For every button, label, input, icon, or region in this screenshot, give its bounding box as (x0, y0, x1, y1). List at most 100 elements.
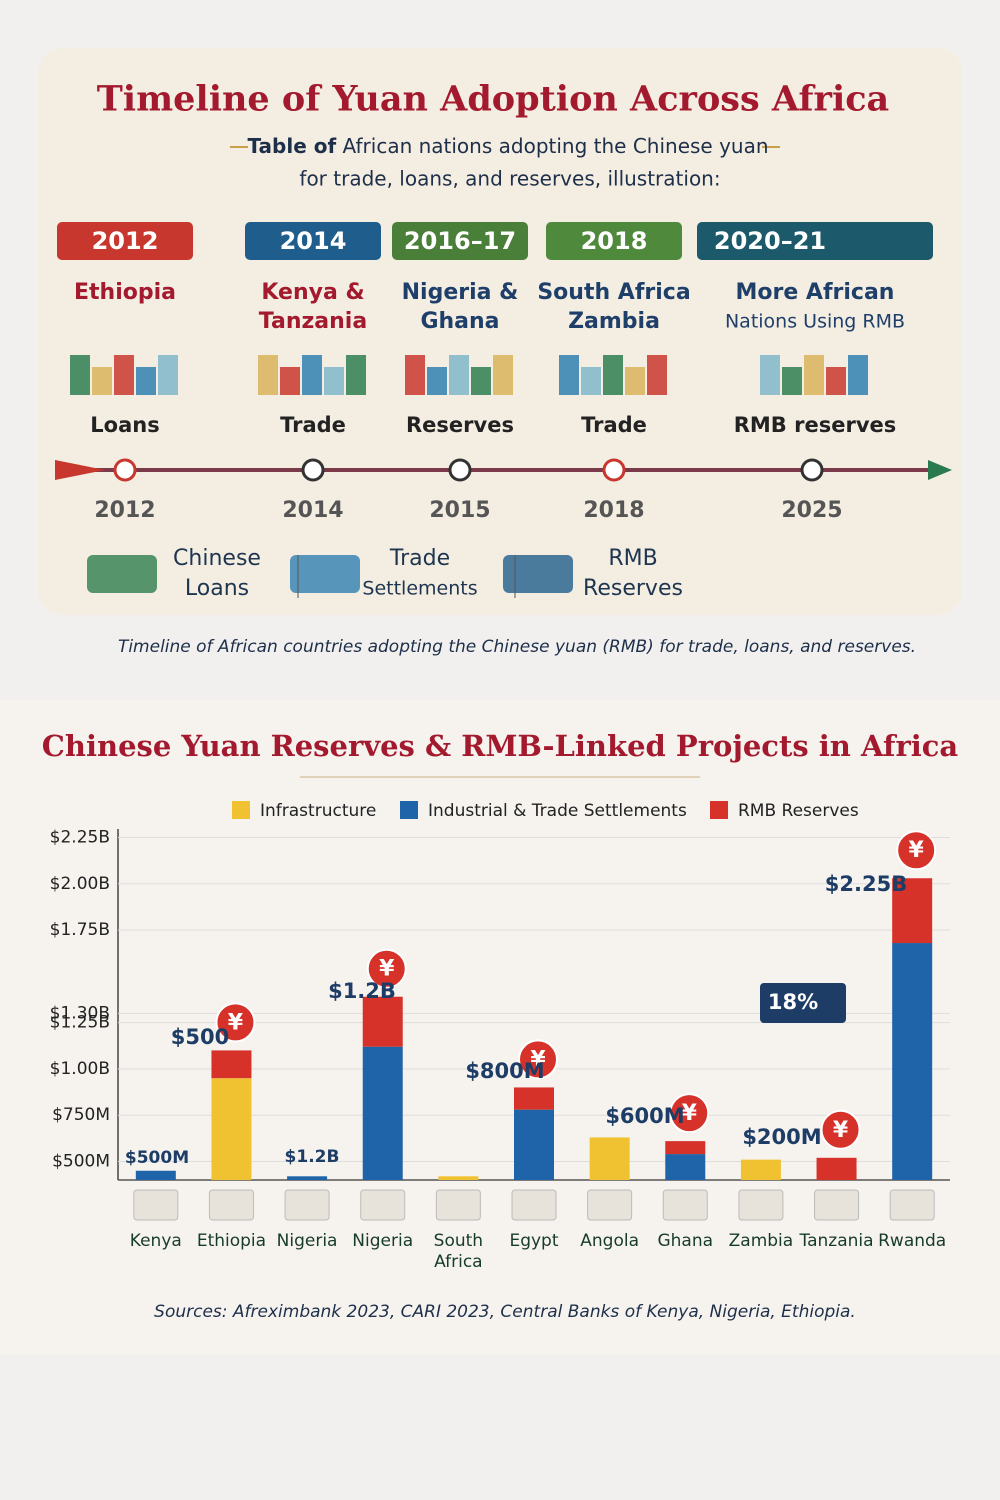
yuan-badge (820, 1109, 861, 1150)
icon-block (405, 355, 425, 395)
flag (511, 1189, 557, 1221)
category-label: Egypt (509, 1231, 559, 1251)
flag (889, 1189, 935, 1221)
period: 2014 (280, 227, 347, 255)
icon-block (70, 355, 90, 395)
yuan-badge (669, 1093, 710, 1134)
legend-text: Chinese (173, 546, 261, 571)
legend-label: RMB Reserves (738, 801, 859, 821)
annotation: $200M (742, 1125, 821, 1149)
y-tick-label: $2.25B (50, 828, 110, 848)
country: Ghana (420, 309, 499, 334)
period-badge (392, 222, 528, 260)
legend-text: Loans (185, 576, 249, 601)
use: RMB reserves (734, 413, 897, 437)
axis-arrow (928, 460, 952, 480)
bar-segment (211, 1078, 252, 1180)
category-label: Kenya (129, 1231, 182, 1251)
category-label: Angola (580, 1231, 639, 1251)
legend-text: Trade (389, 546, 450, 571)
period-badge (245, 222, 381, 260)
legend-label: Infrastructure (260, 801, 376, 821)
yuan-badge (896, 830, 937, 871)
bar-segment (211, 1050, 252, 1079)
icon-block (449, 355, 469, 395)
flag (587, 1189, 633, 1221)
icon-block (782, 367, 802, 395)
category-label: Nigeria (352, 1231, 414, 1251)
icon-block (136, 367, 156, 395)
axis-year: 2015 (429, 498, 490, 523)
timeline-point (602, 458, 626, 482)
icon-block (826, 367, 846, 395)
annotation: $500 (171, 1025, 229, 1049)
subtitle-line: African nations adopting the Chinese yua… (343, 134, 769, 158)
axis-year: 2012 (94, 498, 155, 523)
icon-block (848, 355, 868, 395)
callout-box (760, 983, 846, 1023)
axis-year: 2018 (583, 498, 644, 523)
icon-block (92, 367, 112, 395)
bar-segment (287, 1176, 328, 1180)
country: Ethiopia (74, 280, 176, 305)
yuan-symbol: ¥ (833, 1118, 849, 1143)
flag (738, 1189, 784, 1221)
category-label: South Africa (433, 1231, 484, 1272)
legend-text: Reserves (583, 576, 683, 601)
yuan-badge (518, 1039, 558, 1080)
use: Loans (90, 413, 159, 437)
category-label: Rwanda (878, 1231, 947, 1251)
y-tick-label: $500M (52, 1151, 110, 1171)
icon-block (302, 355, 322, 395)
timeline-point (113, 458, 137, 482)
use: Trade (280, 413, 346, 437)
timeline-panel (38, 48, 962, 615)
illustration (559, 355, 667, 395)
bar-segment (816, 1157, 857, 1180)
flag (208, 1189, 254, 1221)
icon-block (280, 367, 300, 395)
icon-block (471, 367, 491, 395)
annotation: $500M (125, 1148, 189, 1168)
illustration (258, 355, 366, 395)
y-tick-label: $1.25B (50, 1013, 110, 1033)
bar-segment (362, 996, 403, 1047)
illustration (760, 355, 868, 395)
legend-icon (503, 555, 573, 593)
bar-segment (438, 1176, 479, 1180)
icon-block (804, 355, 824, 395)
illustration (70, 355, 178, 395)
legend-swatch (400, 801, 418, 819)
bar-segment (892, 878, 933, 944)
annotation: $600M (605, 1104, 684, 1128)
category-label: Zambia (728, 1231, 794, 1251)
use: Trade (581, 413, 647, 437)
y-tick-label: $2.00B (50, 874, 110, 894)
country: Zambia (568, 309, 660, 334)
y-tick-label: $750M (52, 1105, 110, 1125)
category-label: Nigeria (276, 1231, 338, 1251)
bar-segment (514, 1109, 554, 1180)
bar-segment (589, 1137, 630, 1180)
axis-year: 2014 (282, 498, 343, 523)
bar-segment (362, 1046, 403, 1180)
country: Kenya & (261, 280, 364, 305)
y-tick-label: $1.00B (50, 1059, 110, 1079)
period-badge (57, 222, 193, 260)
icon-block (324, 367, 344, 395)
timeline-subtitle: for trade, loans, and reserves, illustra… (299, 167, 720, 191)
legend-swatch (710, 801, 728, 819)
icon-block (158, 355, 178, 395)
annotation: 18% (768, 990, 818, 1014)
icon-block (427, 367, 447, 395)
annotation: $1.2B (328, 979, 396, 1003)
country: Nigeria & (402, 280, 519, 305)
illustration (405, 355, 513, 395)
icon-block (258, 355, 278, 395)
icon-block (760, 355, 780, 395)
y-tick-label: $1.75B (50, 920, 110, 940)
period: 2016–17 (404, 227, 516, 255)
annotation: $2.25B (825, 872, 907, 896)
